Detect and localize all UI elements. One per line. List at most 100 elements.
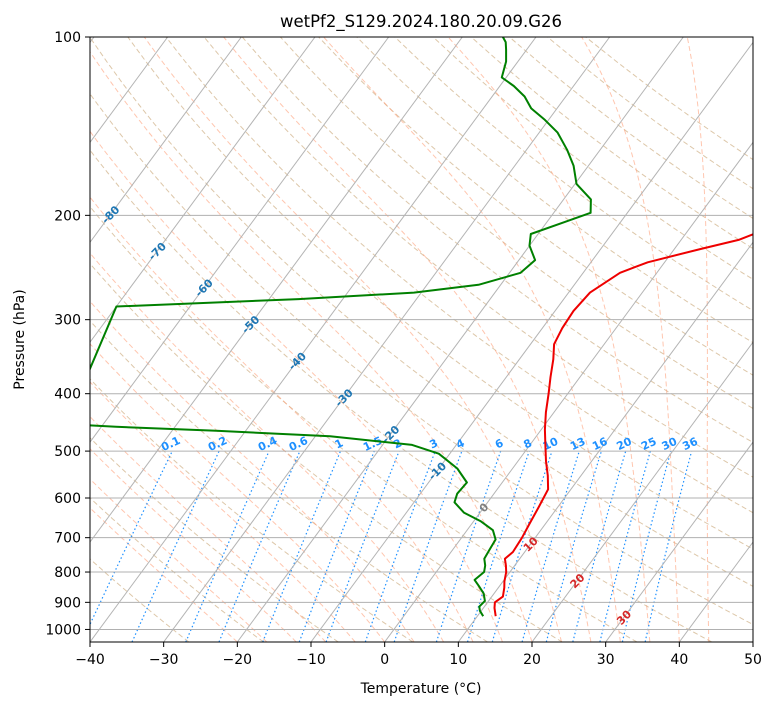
moist-adiabat-line — [90, 478, 268, 642]
y-tick-label: 500 — [54, 444, 81, 460]
mixing-ratio-label: 6 — [493, 436, 506, 451]
moist-adiabat-line — [90, 130, 503, 642]
mixing-ratio-label: 3 — [428, 436, 440, 451]
mixing-ratio-label: 4 — [454, 436, 467, 451]
dry-adiabat-line — [280, 37, 753, 410]
moist-adiabat-line — [447, 37, 651, 642]
x-tick-label: −30 — [149, 652, 179, 668]
mixing-ratio-label: 25 — [639, 435, 658, 453]
mixing-ratio-line — [218, 450, 301, 642]
y-axis-label: Pressure (hPa) — [12, 289, 28, 389]
dry-adiabat-line — [90, 93, 753, 626]
mixing-ratio-line — [298, 450, 375, 642]
isotherm-line — [752, 641, 753, 642]
mixing-ratio-line — [325, 450, 400, 642]
isotherm-line — [90, 37, 242, 244]
moist-adiabat-line — [686, 37, 710, 642]
moist-adiabat-line — [143, 37, 562, 642]
isotherm-label: -90 — [53, 166, 76, 189]
dry-adiabat-line — [90, 37, 753, 587]
dry-adiabat-line — [90, 558, 190, 642]
x-axis-label: Temperature (°C) — [360, 681, 482, 697]
moist-adiabat-line — [90, 448, 297, 642]
dry-adiabat-line — [509, 37, 753, 219]
plot-frame — [89, 36, 754, 643]
isotherm-label: -100 — [3, 127, 32, 156]
dry-adiabat-line — [432, 37, 753, 280]
mixing-ratio-line — [185, 450, 270, 642]
isotherm-label: -30 — [333, 386, 356, 409]
moist-adiabat-line — [90, 50, 533, 642]
pressure-gridlines — [90, 37, 753, 630]
mixing-ratio-label: 36 — [680, 435, 700, 453]
moist-adiabat-line — [581, 37, 680, 642]
mixing-ratio-line — [393, 450, 463, 642]
mixing-ratio-line — [491, 450, 553, 642]
x-tick-label: 0 — [380, 652, 389, 668]
mixing-ratio-line — [621, 450, 672, 642]
isotherm-line — [384, 141, 753, 642]
dewpoint-profile-line — [90, 37, 592, 617]
y-axis: 100 200 300 400 500 600 700 800 900 1000 — [45, 30, 90, 638]
isotherm-line — [90, 37, 537, 642]
dry-adiabats — [90, 37, 753, 642]
y-tick-label: 1000 — [45, 622, 81, 638]
mixing-ratio-label: 30 — [660, 435, 680, 453]
mixing-ratio-lines — [90, 450, 693, 642]
mixing-ratio-label: 10 — [541, 435, 561, 453]
x-tick-label: −40 — [75, 652, 105, 668]
mixing-ratio-line — [466, 450, 530, 642]
plot-area: -100-90-80-70-60-50-40-30-20-10010203040… — [3, 37, 753, 642]
isotherm-label: -40 — [286, 350, 309, 373]
mixing-ratio-label: 16 — [590, 435, 610, 453]
x-tick-label: 30 — [597, 652, 615, 668]
moist-adiabat-line — [90, 300, 415, 642]
mixing-ratio-line — [90, 450, 173, 626]
dry-adiabat-line — [90, 320, 488, 642]
mixing-ratio-line — [599, 450, 651, 642]
x-tick-label: 40 — [670, 652, 688, 668]
y-tick-label: 400 — [54, 387, 81, 403]
mixing-ratio-line — [364, 450, 436, 642]
isotherm-line — [90, 37, 169, 144]
y-tick-label: 200 — [54, 208, 81, 224]
isotherm-label: -60 — [193, 276, 216, 299]
x-tick-label: −10 — [296, 652, 326, 668]
dry-adiabat-line — [241, 37, 753, 443]
isotherm-line — [90, 37, 316, 344]
mixing-ratio-line — [435, 450, 502, 642]
mixing-ratio-label: 8 — [522, 436, 534, 451]
y-tick-label: 900 — [54, 595, 81, 611]
dry-adiabat-line — [90, 262, 563, 642]
isotherm-line — [678, 541, 753, 642]
isotherm-line — [605, 441, 753, 642]
isotherm-label: -80 — [99, 203, 122, 226]
isotherm-line — [236, 37, 684, 642]
moist-adiabat-line — [90, 252, 445, 642]
y-tick-label: 100 — [54, 30, 81, 46]
moist-adiabat-line — [90, 415, 327, 642]
dry-adiabat-line — [90, 149, 712, 642]
moist-adiabat-line — [90, 381, 356, 642]
isotherm-line — [457, 241, 753, 642]
mixing-ratio-line — [545, 450, 602, 642]
moist-adiabat-line — [223, 37, 592, 642]
moist-adiabat-line — [90, 196, 474, 642]
isotherm-line — [310, 41, 753, 642]
dry-adiabat-line — [165, 37, 753, 514]
x-tick-label: 10 — [449, 652, 467, 668]
isotherm-line — [90, 37, 390, 443]
dry-adiabat-line — [127, 37, 753, 550]
isotherm-line — [90, 37, 463, 543]
dry-adiabat-line — [90, 205, 638, 642]
mixing-ratio-line — [521, 450, 580, 642]
moist-adiabats — [90, 37, 710, 642]
isotherm-line — [531, 341, 753, 642]
moist-adiabat-line — [323, 37, 621, 642]
isotherm-label: 20 — [568, 571, 588, 591]
x-tick-label: 50 — [744, 652, 762, 668]
y-tick-label: 700 — [54, 531, 81, 547]
isotherm-line — [163, 37, 611, 642]
y-tick-label: 600 — [54, 491, 81, 507]
